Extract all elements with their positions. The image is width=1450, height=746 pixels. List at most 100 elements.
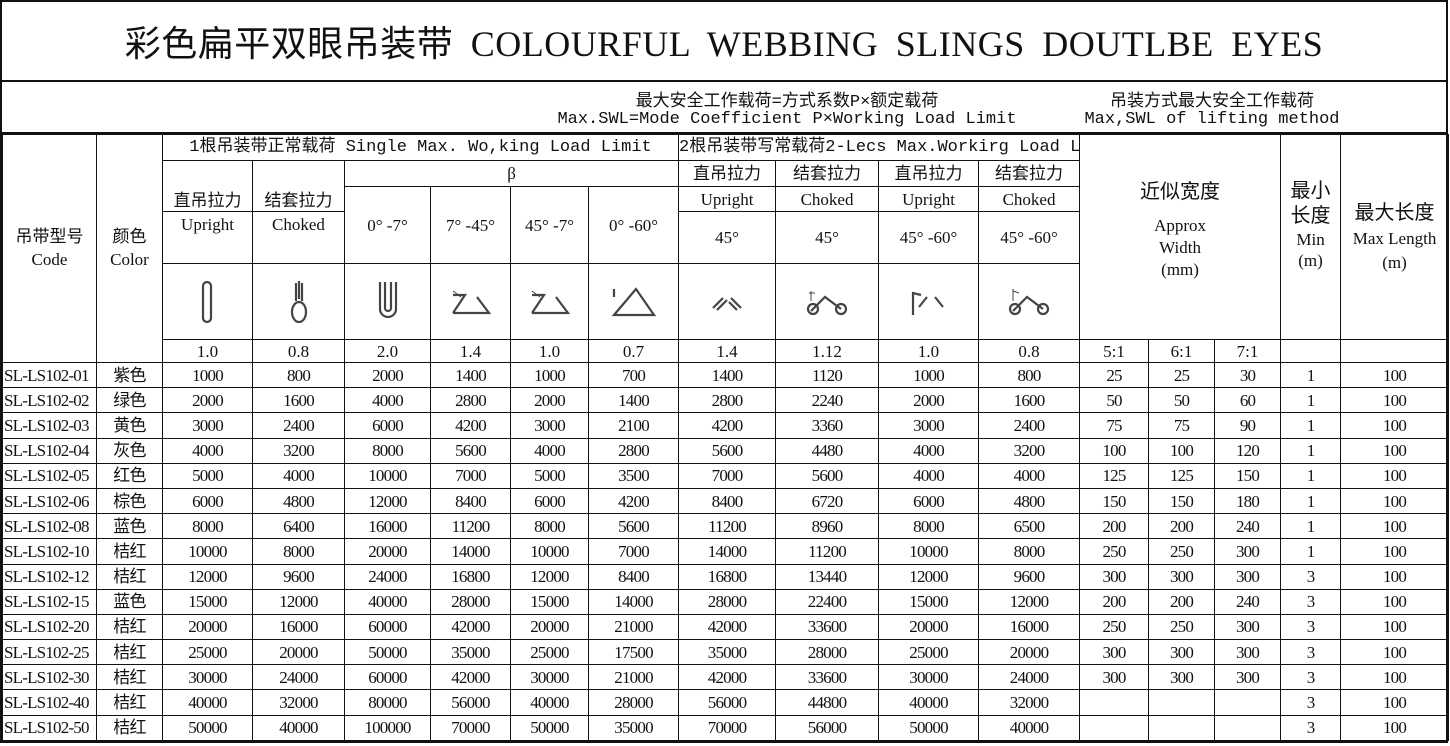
cell-basket-7-45: 2800 xyxy=(430,387,511,414)
cell-basket-0-60: 21000 xyxy=(587,664,680,691)
cell-min-length: 1 xyxy=(1280,462,1342,489)
header-min: 最小 长度 Min (m) xyxy=(1280,134,1342,340)
cell-min-length: 1 xyxy=(1280,538,1342,565)
cell-basket-45-7: 25000 xyxy=(510,639,589,666)
angle-single-1: 0° -7° xyxy=(344,186,431,264)
cell-color: 绿色 xyxy=(96,387,163,414)
cell-basket-0-7: 40000 xyxy=(344,588,431,615)
cell-code: SL-LS102-02 xyxy=(2,387,97,414)
cell-color: 桔红 xyxy=(96,563,163,590)
cell-two-upright-45: 7000 xyxy=(678,462,777,489)
table-row: SL-LS102-01 紫色 1000 800 2000 1400 1000 700 1400 1… xyxy=(2,361,1450,389)
cell-basket-0-7: 4000 xyxy=(344,387,431,414)
cell-two-choked-45: 33600 xyxy=(775,613,880,641)
cell-width-6-1: 250 xyxy=(1148,613,1216,641)
cell-single-choked: 20000 xyxy=(252,639,345,666)
cell-two-choked-45-60: 1600 xyxy=(978,387,1081,414)
cell-width-6-1: 200 xyxy=(1148,513,1216,540)
cell-max-length: 100 xyxy=(1340,639,1450,666)
cell-code: SL-LS102-25 xyxy=(2,639,97,666)
cell-two-upright-45-60: 25000 xyxy=(878,639,980,666)
cell-two-choked-45-60: 20000 xyxy=(978,639,1081,666)
straight-sling-icon xyxy=(162,263,253,340)
cell-code: SL-LS102-40 xyxy=(2,689,97,716)
cell-two-choked-45: 13440 xyxy=(775,563,880,590)
cell-width-7-1: 120 xyxy=(1214,437,1282,464)
cell-two-choked-45-60: 6500 xyxy=(978,513,1081,540)
cell-basket-0-60: 5600 xyxy=(587,513,680,540)
mode-factor: 1.0 xyxy=(162,339,253,363)
cell-basket-0-60: 8400 xyxy=(587,563,680,590)
cell-width-5-1: 200 xyxy=(1079,513,1150,540)
cell-min-length: 1 xyxy=(1280,412,1342,439)
cell-basket-0-7: 2000 xyxy=(344,361,431,389)
cell-code: SL-LS102-06 xyxy=(2,487,97,515)
color-cn: 颜色 xyxy=(112,226,147,246)
cell-min-length: 3 xyxy=(1280,714,1342,741)
cell-single-upright: 5000 xyxy=(162,462,253,489)
cell-max-length: 100 xyxy=(1340,588,1450,615)
cell-max-length: 100 xyxy=(1340,361,1450,389)
cell-two-upright-45-60: 15000 xyxy=(878,588,980,615)
cell-color: 红色 xyxy=(96,462,163,489)
choked-loop-icon xyxy=(252,263,345,340)
cell-single-upright: 30000 xyxy=(162,664,253,691)
cell-basket-0-7: 10000 xyxy=(344,462,431,489)
table-row: SL-LS102-06 棕色 6000 4800 12000 8400 6000 4200 84… xyxy=(2,487,1450,515)
cell-basket-0-7: 60000 xyxy=(344,613,431,641)
single-choked-cn: 结套拉力 xyxy=(252,160,345,212)
table-row: SL-LS102-02 绿色 2000 1600 4000 2800 2000 1400 280… xyxy=(2,387,1450,414)
cell-two-upright-45-60: 3000 xyxy=(878,412,980,439)
table-row: SL-LS102-25 桔红 25000 20000 50000 35000 25000 17… xyxy=(2,639,1450,666)
cell-two-choked-45-60: 24000 xyxy=(978,664,1081,691)
cell-two-upright-45: 1400 xyxy=(678,361,777,389)
cell-two-upright-45-60: 50000 xyxy=(878,714,980,741)
cell-single-choked: 40000 xyxy=(252,714,345,741)
cell-min-length: 1 xyxy=(1280,361,1342,389)
cell-two-choked-45: 2240 xyxy=(775,387,880,414)
cell-width-6-1: 200 xyxy=(1148,588,1216,615)
cell-single-choked: 32000 xyxy=(252,689,345,716)
cell-min-length: 3 xyxy=(1280,639,1342,666)
cell-color: 桔红 xyxy=(96,689,163,716)
two-leg-upright-icon xyxy=(678,263,777,340)
mode-factor: 0.8 xyxy=(252,339,345,363)
cell-width-7-1 xyxy=(1214,714,1282,741)
safety-ratio: 6:1 xyxy=(1148,339,1216,363)
cell-basket-0-60: 3500 xyxy=(587,462,680,489)
cell-code: SL-LS102-12 xyxy=(2,563,97,590)
cell-code: SL-LS102-04 xyxy=(2,437,97,464)
safety-ratio: 5:1 xyxy=(1079,339,1150,363)
cell-width-5-1: 250 xyxy=(1079,538,1150,565)
cell-two-upright-45-60: 6000 xyxy=(878,487,980,515)
cell-basket-0-60: 2100 xyxy=(587,412,680,439)
min-en: Min xyxy=(1296,230,1325,249)
cell-single-upright: 1000 xyxy=(162,361,253,389)
cell-two-choked-45: 8960 xyxy=(775,513,880,540)
cell-basket-7-45: 4200 xyxy=(430,412,511,439)
cell-code: SL-LS102-05 xyxy=(2,462,97,489)
formula-banner: 最大安全工作载荷=方式系数P×额定载荷 Max.SWL=Mode Coeffic… xyxy=(2,82,1446,134)
cell-basket-0-60: 28000 xyxy=(587,689,680,716)
cell-basket-0-7: 8000 xyxy=(344,437,431,464)
cell-two-upright-45: 16800 xyxy=(678,563,777,590)
cell-max-length: 100 xyxy=(1340,714,1450,741)
cell-two-choked-45: 22400 xyxy=(775,588,880,615)
cell-width-6-1: 300 xyxy=(1148,664,1216,691)
cell-two-upright-45: 14000 xyxy=(678,538,777,565)
cell-width-7-1: 60 xyxy=(1214,387,1282,414)
cell-width-6-1: 25 xyxy=(1148,361,1216,389)
cell-basket-0-7: 80000 xyxy=(344,689,431,716)
page-title: 彩色扁平双眼吊装带 COLOURFUL WEBBING SLINGS DOUTL… xyxy=(2,2,1446,82)
cell-basket-0-7: 100000 xyxy=(344,714,431,741)
angle-single-4: 0° -60° xyxy=(587,186,680,264)
cell-width-6-1: 300 xyxy=(1148,639,1216,666)
code-cn: 吊带型号 xyxy=(15,226,84,246)
cell-basket-45-7: 40000 xyxy=(510,689,589,716)
two-leg-choked-angle-icon xyxy=(978,263,1081,340)
cell-min-length: 3 xyxy=(1280,563,1342,590)
single-upright-cn: 直吊拉力 xyxy=(162,160,253,212)
cell-width-7-1: 150 xyxy=(1214,462,1282,489)
cell-basket-45-7: 1000 xyxy=(510,361,589,389)
cell-two-choked-45-60: 800 xyxy=(978,361,1081,389)
